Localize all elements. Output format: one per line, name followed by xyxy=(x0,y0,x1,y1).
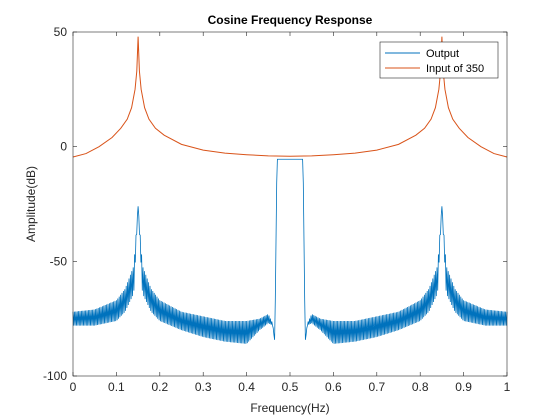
legend-label-input: Input of 350 xyxy=(426,63,484,75)
legend-label-output: Output xyxy=(426,48,459,60)
y-axis-label: Amplitude(dB) xyxy=(24,166,38,242)
x-axis-label: Frequency(Hz) xyxy=(250,401,329,415)
x-tick-label: 0 xyxy=(70,380,77,394)
series-line-output xyxy=(72,158,508,344)
x-tick-label: 1 xyxy=(504,380,511,394)
axes-background xyxy=(73,32,507,376)
x-tick-label: 0.2 xyxy=(151,380,168,394)
x-tick-label: 0.6 xyxy=(325,380,342,394)
y-tick-label: 50 xyxy=(54,25,68,39)
legend: Output Input of 350 xyxy=(379,41,499,79)
x-tick-label: 0.7 xyxy=(368,380,385,394)
legend-box xyxy=(379,41,499,79)
x-tick-label: 0.5 xyxy=(282,380,299,394)
y-tick-label: 0 xyxy=(60,140,67,154)
plot-area: 0 0.1 0.2 0.3 0.4 0.5 0.6 0.7 0.8 0.9 1 -100 -50 0 50 xyxy=(43,25,511,394)
y-tick-label: -50 xyxy=(50,254,68,268)
x-tick-label: 0.3 xyxy=(195,380,212,394)
x-tick-label: 0.8 xyxy=(412,380,429,394)
series-line-input xyxy=(72,36,508,158)
y-tick-label: -100 xyxy=(43,369,67,383)
x-tick-label: 0.1 xyxy=(108,380,125,394)
x-tick-label: 0.4 xyxy=(238,380,255,394)
x-tick-label: 0.9 xyxy=(455,380,472,394)
chart-title: Cosine Frequency Response xyxy=(208,13,373,27)
